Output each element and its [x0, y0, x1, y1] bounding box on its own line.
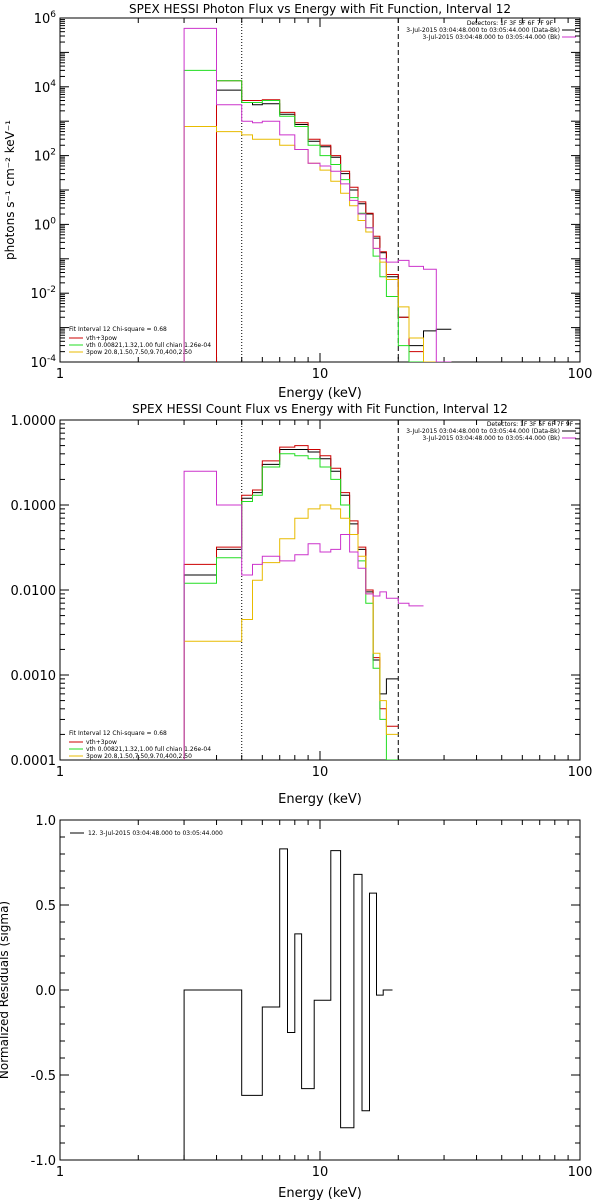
count-flux-plot-area: 1 10 100 0.0001 0.0010 0.0100 0.1000 1.0000 [11, 414, 593, 780]
y-tick-label: -0.5 [31, 1069, 56, 1084]
x-tick-label: 100 [568, 1165, 593, 1180]
photon-flux-panel: SPEX HESSI Photon Flux vs Energy with Fi… [3, 2, 592, 401]
series-0-line [183, 848, 393, 1160]
series-4-line [183, 470, 424, 760]
y-tick-label: 1.0000 [11, 414, 57, 429]
count-flux-panel: SPEX HESSI Count Flux vs Energy with Fit… [11, 402, 593, 807]
legend-total: vth+3pow [86, 335, 117, 342]
y-tick-label: 0.0001 [11, 754, 57, 769]
series-3-line [183, 504, 399, 760]
x-tick-label: 100 [568, 367, 593, 382]
photon-flux-plot-area: 1 10 100 10-4 10-2 100 102 104 106 [30, 10, 592, 382]
x-tick-label: 100 [568, 765, 593, 780]
y-tick-label: 10-2 [30, 285, 56, 302]
legend-fit-interval: Fit Interval 12 Chi-square = 0.68 [69, 326, 167, 333]
x-tick-label: 1 [56, 765, 64, 780]
y-tick-label: 0.0010 [11, 669, 57, 684]
residuals-y-axis-label: Normalized Residuals (sigma) [0, 901, 11, 1079]
residuals-x-axis-label: Energy (keV) [278, 1186, 362, 1200]
plot-frame [59, 17, 581, 363]
x-tick-label: 10 [312, 765, 329, 780]
y-tick-label: 10-4 [30, 354, 56, 371]
photon-flux-y-axis-label: photons s⁻¹ cm⁻² keV⁻¹ [3, 120, 17, 260]
photon-flux-legend-bottom: Fit Interval 12 Chi-square = 0.68 vth+3p… [69, 326, 211, 356]
y-tick-label: 100 [34, 216, 57, 233]
photon-flux-legend-top: Detectors: 1F 3F 5F 6F 7F 9F 3-Jul-2015 … [406, 20, 576, 41]
legend-residual: 12. 3-Jul-2015 03:04:48.000 to 03:05:44.… [88, 830, 223, 837]
legend-bk: 3-Jul-2015 03:04:48.000 to 03:05:44.000 … [422, 34, 560, 41]
residuals-plot-area: 1 10 100 -1.0 -0.5 0.0 0.5 1.0 [31, 814, 593, 1180]
photon-flux-x-axis-label: Energy (keV) [278, 386, 362, 401]
series-4-line [183, 27, 452, 362]
y-tick-label: 0.5 [35, 899, 56, 914]
legend-vth: vth 0.00821,1.32,1.00 full chian 1.26e-0… [86, 342, 211, 349]
legend-total: vth+3pow [86, 739, 117, 746]
count-flux-x-axis-label: Energy (keV) [278, 792, 362, 807]
series-0-line [216, 89, 452, 362]
legend-3pow: 3pow 20.8,1.50,7.50,9.70,400,2.50 [86, 349, 192, 356]
plot-frame [59, 419, 581, 761]
photon-flux-title: SPEX HESSI Photon Flux vs Energy with Fi… [129, 2, 511, 16]
y-tick-label: 0.0 [35, 984, 56, 999]
legend-detectors: Detectors: 1F 3F 5F 6F 7F 9F [467, 20, 554, 27]
y-tick-label: 106 [34, 10, 57, 27]
x-tick-label: 10 [312, 367, 329, 382]
legend-fit-interval: Fit Interval 12 Chi-square = 0.68 [69, 730, 167, 737]
legend-detectors: Detectors: 1F 3F 5F 6F 7F 9F [487, 421, 574, 428]
count-flux-title: SPEX HESSI Count Flux vs Energy with Fit… [132, 402, 508, 416]
legend-bk: 3-Jul-2015 03:04:48.000 to 03:05:44.000 … [422, 435, 560, 442]
y-tick-label: 102 [34, 148, 56, 165]
residuals-legend: 12. 3-Jul-2015 03:04:48.000 to 03:05:44.… [70, 830, 223, 837]
series-2-line [183, 69, 452, 362]
x-tick-label: 1 [56, 367, 64, 382]
count-flux-legend-top: Detectors: 1F 3F 5F 6F 7F 9F 3-Jul-2015 … [406, 421, 576, 442]
y-tick-label: -1.0 [31, 1154, 56, 1169]
y-tick-label: 0.1000 [11, 499, 57, 514]
legend-3pow: 3pow 20.8,1.50,7.50,9.70,400,2.50 [86, 753, 192, 760]
series-1-line [216, 80, 452, 362]
y-tick-label: 104 [34, 79, 57, 96]
plot-frame [59, 819, 581, 1161]
residuals-panel: Energy (keV) Normalized Residuals (sigma… [0, 814, 592, 1200]
x-tick-label: 10 [312, 1165, 329, 1180]
legend-vth: vth 0.00821,1.32,1.00 full chian 1.26e-0… [86, 746, 211, 753]
y-tick-label: 0.0100 [11, 584, 57, 599]
y-tick-label: 1.0 [35, 814, 56, 829]
x-tick-label: 1 [56, 1165, 64, 1180]
legend-data-bk: 3-Jul-2015 03:04:48.000 to 03:05:44.000 … [406, 428, 560, 435]
count-flux-legend-bottom: Fit Interval 12 Chi-square = 0.68 vth+3p… [69, 730, 211, 760]
legend-data-bk: 3-Jul-2015 03:04:48.000 to 03:05:44.000 … [406, 27, 560, 34]
series-3-line [183, 126, 452, 362]
